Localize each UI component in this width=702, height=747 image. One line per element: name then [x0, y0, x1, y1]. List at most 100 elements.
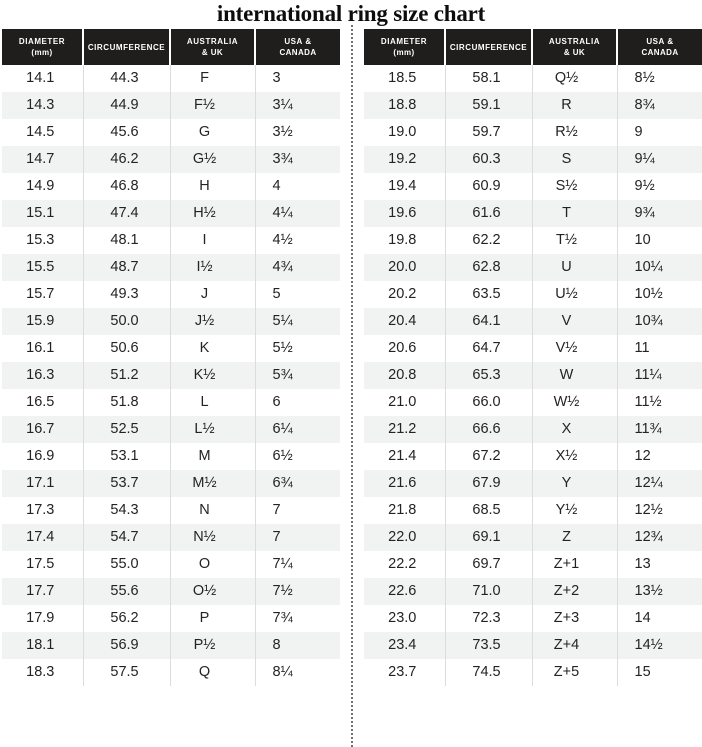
- table-row: 16.3 51.2 K½ 5¾: [2, 362, 340, 389]
- cell-usa-canada: 8½: [617, 65, 702, 92]
- table-row: 15.9 50.0 J½ 5¼: [2, 308, 340, 335]
- cell-usa-canada: 10¾: [617, 308, 702, 335]
- cell-diameter: 21.4: [364, 443, 446, 470]
- cell-diameter: 17.9: [2, 605, 84, 632]
- cell-australia-uk: O½: [170, 578, 256, 605]
- cell-australia-uk: W: [532, 362, 618, 389]
- column-header-diameter-unit: (mm): [393, 48, 415, 57]
- table-row: 15.5 48.7 I½ 4¾: [2, 254, 340, 281]
- column-header-diameter-line1: DIAMETER: [18, 37, 66, 46]
- cell-usa-canada: 9½: [617, 173, 702, 200]
- cell-diameter: 14.3: [2, 92, 84, 119]
- cell-usa-canada: 3½: [255, 119, 340, 146]
- table-row: 17.5 55.0 O 7¼: [2, 551, 340, 578]
- table-row: 23.7 74.5 Z+5 15: [364, 659, 702, 686]
- cell-circumference: 51.8: [83, 389, 171, 416]
- table-row: 17.3 54.3 N 7: [2, 497, 340, 524]
- cell-australia-uk: P: [170, 605, 256, 632]
- cell-usa-canada: 7: [255, 524, 340, 551]
- cell-circumference: 62.8: [445, 254, 533, 281]
- table-row: 19.2 60.3 S 9¼: [364, 146, 702, 173]
- cell-australia-uk: G: [170, 119, 256, 146]
- page-title: international ring size chart: [216, 1, 486, 26]
- cell-australia-uk: M: [170, 443, 256, 470]
- cell-diameter: 15.9: [2, 308, 84, 335]
- cell-usa-canada: 5¾: [255, 362, 340, 389]
- table-row: 16.9 53.1 M 6½: [2, 443, 340, 470]
- cell-circumference: 69.1: [445, 524, 533, 551]
- column-header-usa-canada: USA & CANADA: [255, 29, 340, 65]
- cell-circumference: 48.7: [83, 254, 171, 281]
- table-row: 16.1 50.6 K 5½: [2, 335, 340, 362]
- cell-diameter: 20.8: [364, 362, 446, 389]
- cell-diameter: 14.9: [2, 173, 84, 200]
- cell-circumference: 50.0: [83, 308, 171, 335]
- cell-circumference: 73.5: [445, 632, 533, 659]
- cell-usa-canada: 11¾: [617, 416, 702, 443]
- table-row: 15.7 49.3 J 5: [2, 281, 340, 308]
- table-row: 21.4 67.2 X½ 12: [364, 443, 702, 470]
- cell-circumference: 51.2: [83, 362, 171, 389]
- cell-usa-canada: 3¼: [255, 92, 340, 119]
- cell-diameter: 20.0: [364, 254, 446, 281]
- cell-diameter: 17.3: [2, 497, 84, 524]
- cell-usa-canada: 14½: [617, 632, 702, 659]
- column-header-australia-uk: AUSTRALIA & UK: [532, 29, 618, 65]
- cell-australia-uk: Q½: [532, 65, 618, 92]
- column-header-australia-uk: AUSTRALIA & UK: [170, 29, 256, 65]
- table-row: 14.9 46.8 H 4: [2, 173, 340, 200]
- cell-australia-uk: T½: [532, 227, 618, 254]
- cell-australia-uk: Z+4: [532, 632, 618, 659]
- cell-australia-uk: F½: [170, 92, 256, 119]
- cell-usa-canada: 4¼: [255, 200, 340, 227]
- cell-australia-uk: Q: [170, 659, 256, 686]
- cell-diameter: 17.1: [2, 470, 84, 497]
- cell-circumference: 74.5: [445, 659, 533, 686]
- column-header-usa-canada-line1: USA &: [284, 37, 312, 46]
- cell-usa-canada: 4½: [255, 227, 340, 254]
- table-row: 14.7 46.2 G½ 3¾: [2, 146, 340, 173]
- cell-usa-canada: 3: [255, 65, 340, 92]
- cell-circumference: 72.3: [445, 605, 533, 632]
- cell-australia-uk: H: [170, 173, 256, 200]
- table-row: 19.6 61.6 T 9¾: [364, 200, 702, 227]
- cell-usa-canada: 14: [617, 605, 702, 632]
- cell-diameter: 17.4: [2, 524, 84, 551]
- table-row: 21.2 66.6 X 11¾: [364, 416, 702, 443]
- cell-diameter: 16.1: [2, 335, 84, 362]
- cell-circumference: 54.7: [83, 524, 171, 551]
- cell-diameter: 16.7: [2, 416, 84, 443]
- cell-diameter: 21.2: [364, 416, 446, 443]
- cell-usa-canada: 10: [617, 227, 702, 254]
- cell-australia-uk: K½: [170, 362, 256, 389]
- cell-diameter: 18.3: [2, 659, 84, 686]
- cell-circumference: 54.3: [83, 497, 171, 524]
- cell-australia-uk: X: [532, 416, 618, 443]
- left-table-block: DIAMETER (mm) CIRCUMFERENCE AUSTRALIA & …: [2, 29, 340, 686]
- cell-usa-canada: 15: [617, 659, 702, 686]
- cell-diameter: 14.1: [2, 65, 84, 92]
- cell-circumference: 47.4: [83, 200, 171, 227]
- column-header-circumference-line1: CIRCUMFERENCE: [87, 42, 166, 52]
- cell-australia-uk: R: [532, 92, 618, 119]
- cell-australia-uk: V: [532, 308, 618, 335]
- table-row: 20.4 64.1 V 10¾: [364, 308, 702, 335]
- cell-australia-uk: I: [170, 227, 256, 254]
- cell-australia-uk: L: [170, 389, 256, 416]
- cell-diameter: 19.0: [364, 119, 446, 146]
- cell-circumference: 53.7: [83, 470, 171, 497]
- column-header-australia-uk-line1: AUSTRALIA: [186, 37, 239, 46]
- cell-diameter: 16.3: [2, 362, 84, 389]
- cell-usa-canada: 9¼: [617, 146, 702, 173]
- column-header-australia-uk-line2: & UK: [563, 48, 586, 57]
- table-row: 19.4 60.9 S½ 9½: [364, 173, 702, 200]
- table-row: 21.0 66.0 W½ 11½: [364, 389, 702, 416]
- column-header-diameter: DIAMETER (mm): [364, 29, 446, 65]
- cell-diameter: 22.2: [364, 551, 446, 578]
- table-row: 20.8 65.3 W 11¼: [364, 362, 702, 389]
- cell-usa-canada: 9¾: [617, 200, 702, 227]
- table-divider: [340, 25, 364, 747]
- cell-diameter: 23.0: [364, 605, 446, 632]
- cell-australia-uk: Y: [532, 470, 618, 497]
